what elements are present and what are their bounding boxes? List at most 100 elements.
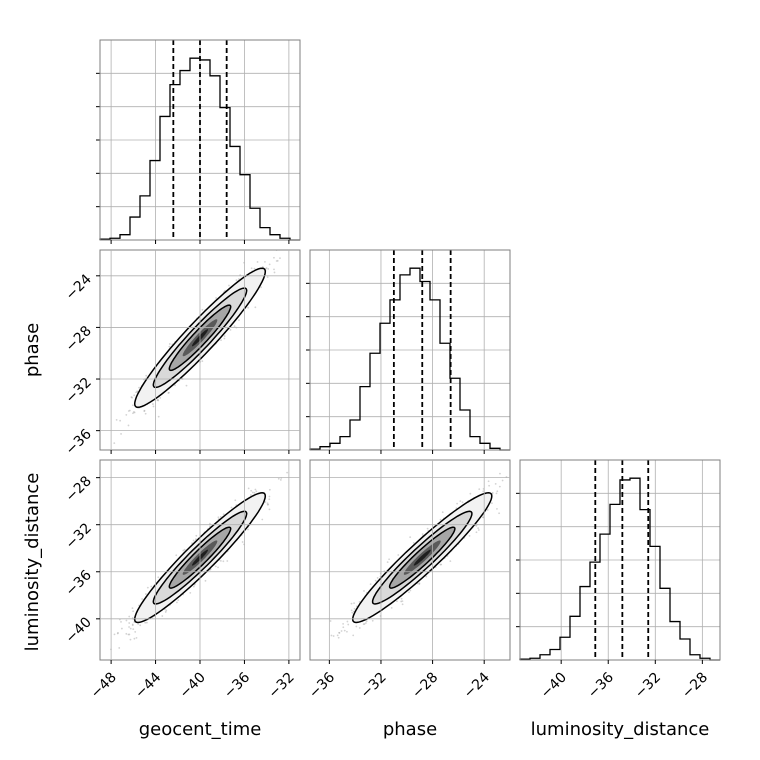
scatter-point — [254, 306, 257, 309]
scatter-point — [222, 513, 225, 516]
scatter-point — [358, 601, 361, 603]
scatter-point — [168, 343, 171, 345]
panel-frame — [309, 249, 511, 451]
scatter-point — [247, 487, 250, 490]
scatter-point — [266, 503, 269, 506]
scatter-point — [261, 266, 264, 268]
scatter-point — [342, 626, 345, 629]
scatter-point — [135, 637, 138, 639]
scatter-point — [130, 396, 133, 398]
histogram-panel-geocent-time — [96, 39, 301, 241]
scatter-point — [116, 632, 119, 635]
scatter-point — [127, 410, 130, 412]
scatter-point — [223, 335, 226, 337]
scatter-point — [401, 603, 404, 606]
scatter-point — [461, 501, 464, 504]
scatter-point — [439, 518, 442, 521]
scatter-point — [255, 490, 258, 493]
scatter-point — [260, 286, 262, 289]
axis-labels: geocent_time phase luminosity_distance p… — [22, 323, 709, 740]
scatter-point — [390, 606, 393, 609]
density-contour — [133, 267, 267, 409]
scatter-point — [369, 583, 372, 586]
scatter-point — [343, 629, 346, 632]
scatter-point — [337, 636, 340, 639]
scatter-point — [276, 259, 279, 262]
scatter-point — [226, 560, 229, 562]
scatter-point — [161, 615, 164, 617]
scatter-point — [418, 582, 421, 585]
scatter-point — [273, 271, 276, 274]
scatter-point — [350, 602, 353, 605]
scatter-point — [346, 630, 348, 633]
scatter-point — [115, 419, 118, 421]
scatter-point — [346, 620, 349, 623]
scatter-point — [397, 554, 400, 556]
scatter-point — [268, 495, 271, 498]
scatter-point — [189, 591, 192, 594]
scatter-point — [421, 533, 424, 536]
scatter-point — [376, 577, 379, 579]
scatter-point — [165, 609, 168, 612]
scatter-point — [459, 500, 462, 503]
scatter-point — [501, 479, 504, 482]
scatter-point — [139, 624, 142, 627]
scatter-point — [150, 585, 153, 588]
scatter-point — [128, 622, 131, 624]
scatter-point — [131, 607, 134, 609]
xlabel-geocent-time: geocent_time — [139, 719, 262, 740]
scatter-point — [374, 579, 377, 582]
scatter-point — [266, 502, 269, 505]
scatter-point — [217, 566, 219, 569]
scatter-point — [491, 502, 493, 505]
scatter-point — [449, 560, 452, 563]
scatter-point — [336, 634, 339, 637]
scatter-point — [247, 528, 249, 531]
scatter-point — [191, 542, 193, 545]
xlabel-phase: phase — [383, 719, 437, 740]
scatter-point — [273, 256, 275, 259]
scatter-point — [201, 308, 204, 311]
scatter-point — [220, 339, 222, 342]
scatter-point — [131, 396, 133, 399]
scatter-point — [477, 529, 480, 531]
scatter-point — [192, 585, 195, 588]
scatter-point — [342, 623, 344, 625]
scatter-point — [332, 635, 335, 637]
scatter-point — [267, 503, 270, 506]
scatter-point — [264, 501, 267, 503]
scatter-point — [275, 260, 278, 262]
scatter-point — [338, 631, 341, 634]
scatter-point — [494, 483, 497, 485]
scatter-point — [137, 623, 140, 625]
scatter-point — [475, 531, 478, 534]
scatter-point — [408, 591, 410, 594]
scatter-point — [396, 600, 398, 603]
scatter-point — [215, 297, 217, 299]
scatter-point — [204, 579, 207, 582]
scatter-point — [132, 412, 134, 415]
scatter-point — [267, 267, 270, 270]
scatter-point — [409, 589, 412, 592]
scatter-point — [265, 267, 268, 269]
scatter-point — [217, 516, 220, 519]
scatter-point — [499, 472, 501, 475]
scatter-point — [125, 619, 128, 622]
scatter-point — [133, 411, 136, 414]
scatter-point — [329, 620, 332, 622]
scatter-point — [159, 396, 162, 399]
histogram-panel-phase — [306, 249, 511, 451]
scatter-point — [156, 399, 159, 402]
scatter-point — [486, 509, 489, 511]
scatter-point — [362, 623, 365, 626]
scatter-point — [253, 491, 256, 494]
density-fill — [413, 549, 431, 566]
scatter-point — [268, 263, 271, 266]
panels: −40 −36 −32 −28−36−32−28−24−48 −44 −40 −36 −32−… — [63, 39, 721, 702]
scatter-point — [185, 384, 188, 387]
scatter-point — [135, 391, 137, 394]
scatter-point — [358, 627, 361, 629]
scatter-point — [119, 419, 122, 422]
scatter-point — [496, 507, 498, 510]
